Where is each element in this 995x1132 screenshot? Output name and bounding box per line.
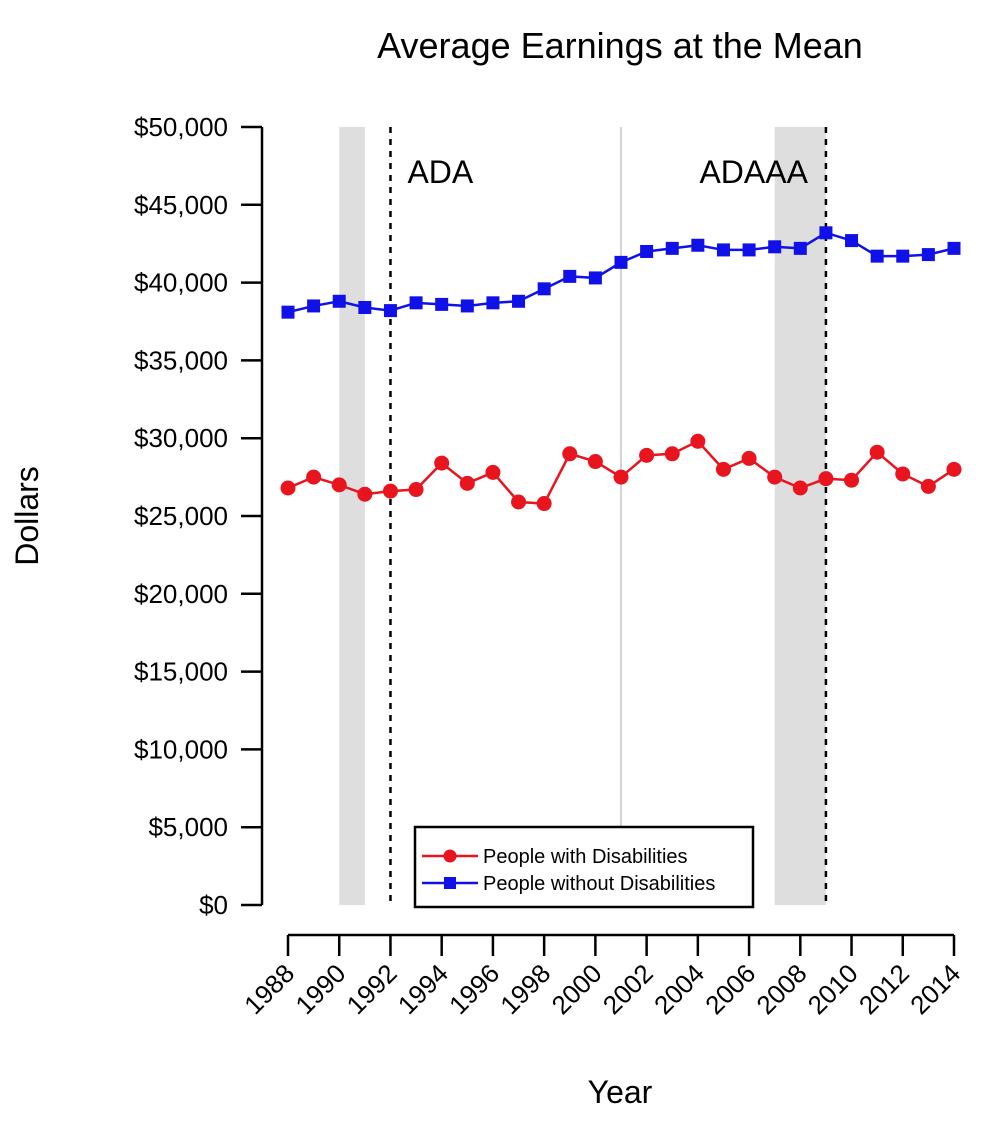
data-point bbox=[767, 469, 783, 485]
y-axis-title: Dollars bbox=[9, 466, 45, 566]
y-tick-label: $35,000 bbox=[134, 345, 228, 375]
x-tick-label: 2012 bbox=[853, 958, 915, 1020]
y-tick-label: $45,000 bbox=[134, 190, 228, 220]
data-point bbox=[485, 464, 501, 480]
data-point bbox=[921, 248, 935, 262]
data-point bbox=[383, 304, 397, 318]
data-point bbox=[306, 469, 322, 485]
x-tick-label: 2000 bbox=[546, 958, 608, 1020]
data-point bbox=[613, 469, 629, 485]
data-point bbox=[536, 496, 552, 512]
data-point bbox=[459, 475, 475, 491]
data-point bbox=[793, 241, 807, 255]
data-point bbox=[332, 294, 346, 308]
x-tick-label: 2006 bbox=[699, 958, 761, 1020]
data-point bbox=[920, 478, 936, 494]
data-point bbox=[819, 226, 833, 240]
data-point bbox=[587, 454, 603, 470]
x-tick-label: 1992 bbox=[341, 958, 403, 1020]
y-tick-label: $40,000 bbox=[134, 268, 228, 298]
recession-shading bbox=[339, 127, 826, 905]
data-point bbox=[563, 269, 577, 283]
shaded-period-0 bbox=[339, 127, 365, 905]
data-point bbox=[664, 446, 680, 462]
data-point bbox=[742, 243, 756, 257]
data-point bbox=[562, 446, 578, 462]
reference-lines bbox=[389, 127, 828, 905]
annotations: ADA ADAAA bbox=[407, 154, 808, 190]
data-point bbox=[435, 297, 449, 311]
data-point bbox=[537, 282, 551, 296]
data-point bbox=[691, 238, 705, 252]
data-point bbox=[409, 296, 423, 310]
annotation-ada: ADA bbox=[407, 154, 473, 190]
data-point bbox=[460, 299, 474, 313]
x-tick-label: 2008 bbox=[750, 958, 812, 1020]
data-point bbox=[331, 477, 347, 493]
annotation-adaaa: ADAAA bbox=[699, 154, 808, 190]
data-point bbox=[715, 461, 731, 477]
x-tick-label: 2004 bbox=[648, 958, 710, 1020]
data-point bbox=[280, 480, 296, 496]
x-tick-label: 1994 bbox=[392, 958, 454, 1020]
data-point bbox=[844, 472, 860, 488]
data-point bbox=[588, 271, 602, 285]
series-group bbox=[280, 226, 962, 512]
legend-marker bbox=[443, 849, 457, 863]
data-point bbox=[946, 461, 962, 477]
y-tick-label: $30,000 bbox=[134, 423, 228, 453]
x-tick-label: 1988 bbox=[238, 958, 300, 1020]
data-point bbox=[408, 482, 424, 498]
y-tick-label: $5,000 bbox=[148, 812, 228, 842]
data-point bbox=[511, 494, 527, 510]
y-tick-label: $15,000 bbox=[134, 657, 228, 687]
data-point bbox=[486, 296, 500, 310]
data-point bbox=[690, 433, 706, 449]
data-point bbox=[307, 299, 321, 313]
data-point bbox=[640, 244, 654, 258]
data-point bbox=[870, 249, 884, 263]
data-point bbox=[434, 455, 450, 471]
legend-box bbox=[413, 825, 755, 909]
x-tick-label: 2014 bbox=[904, 958, 966, 1020]
data-point bbox=[896, 249, 910, 263]
data-point bbox=[665, 241, 679, 255]
legend: People with Disabilities People without D… bbox=[413, 825, 755, 909]
y-tick-label: $25,000 bbox=[134, 501, 228, 531]
x-tick-label: 2010 bbox=[802, 958, 864, 1020]
data-point bbox=[512, 294, 526, 308]
data-point bbox=[614, 255, 628, 269]
data-point bbox=[792, 480, 808, 496]
chart-title: Average Earnings at the Mean bbox=[377, 25, 863, 66]
data-point bbox=[357, 486, 373, 502]
data-point bbox=[768, 240, 782, 254]
y-tick-label: $10,000 bbox=[134, 734, 228, 764]
data-point bbox=[716, 243, 730, 257]
data-point bbox=[639, 447, 655, 463]
data-point bbox=[818, 471, 834, 487]
y-tick-label: $50,000 bbox=[134, 112, 228, 142]
y-tick-label: $20,000 bbox=[134, 579, 228, 609]
x-tick-label: 1998 bbox=[494, 958, 556, 1020]
data-point bbox=[845, 234, 859, 248]
legend-marker bbox=[444, 877, 456, 889]
x-tick-label: 1990 bbox=[289, 958, 351, 1020]
x-tick-label: 1996 bbox=[443, 958, 505, 1020]
data-point bbox=[741, 450, 757, 466]
data-point bbox=[869, 444, 885, 460]
data-point bbox=[382, 483, 398, 499]
x-axis-title: Year bbox=[588, 1074, 653, 1110]
data-point bbox=[358, 300, 372, 314]
y-tick-label: $0 bbox=[199, 890, 228, 920]
data-point bbox=[895, 466, 911, 482]
data-point bbox=[947, 241, 961, 255]
x-tick-label: 2002 bbox=[597, 958, 659, 1020]
legend-label: People with Disabilities bbox=[483, 846, 688, 868]
shaded-period-1 bbox=[774, 127, 826, 905]
data-point bbox=[281, 305, 295, 319]
legend-label: People without Disabilities bbox=[483, 873, 715, 895]
